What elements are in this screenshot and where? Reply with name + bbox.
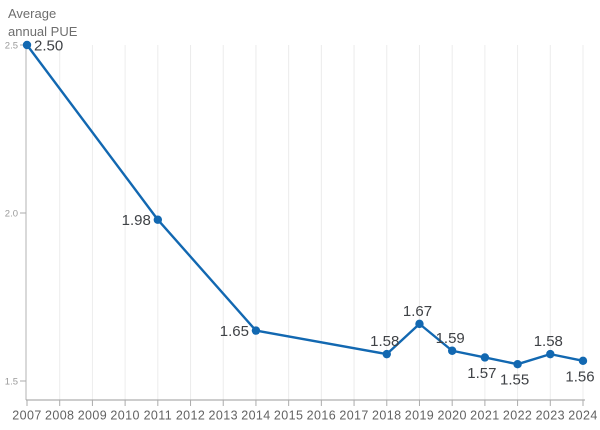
x-tick-label: 2013	[209, 409, 238, 423]
x-tick-label: 2022	[503, 409, 532, 423]
x-tick-label: 2024	[568, 409, 597, 423]
x-tick-label: 2019	[405, 409, 434, 423]
data-point-label: 1.55	[500, 372, 529, 389]
x-tick-label: 2010	[110, 409, 139, 423]
x-tick-label: 2016	[307, 409, 336, 423]
y-tick-label: 2.0	[5, 209, 18, 220]
x-tick-label: 2014	[241, 409, 270, 423]
x-tick-label: 2023	[536, 409, 565, 423]
data-point-label: 1.58	[370, 333, 399, 350]
x-tick-label: 2015	[274, 409, 303, 423]
x-tick-label: 2012	[176, 409, 205, 423]
x-tick-label: 2008	[45, 409, 74, 423]
data-point	[22, 40, 32, 50]
data-point-label: 1.57	[467, 365, 496, 382]
data-point	[513, 360, 522, 369]
chart-title: Average annual PUE	[8, 6, 78, 39]
y-tick-label: 2.5	[5, 41, 18, 52]
data-point	[578, 356, 588, 366]
x-tick-label: 2020	[437, 409, 466, 423]
x-tick-label: 2011	[144, 409, 172, 423]
data-point-label: 2.50	[34, 38, 63, 55]
data-point	[415, 319, 424, 329]
data-point-label: 1.58	[534, 333, 563, 350]
x-tick-label: 2017	[339, 409, 368, 423]
data-point	[153, 215, 163, 224]
pue-line	[25, 43, 585, 366]
x-tick-label: 2007	[12, 409, 41, 423]
data-point	[447, 346, 457, 355]
data-point	[480, 353, 490, 362]
data-point	[382, 349, 391, 359]
data-point-label: 1.56	[565, 368, 594, 385]
x-tick-label: 2021	[470, 409, 499, 423]
data-point-label: 1.59	[436, 330, 465, 347]
data-point	[546, 349, 555, 359]
data-point-label: 1.65	[220, 323, 249, 340]
data-point-label: 1.67	[403, 303, 432, 320]
x-tick-label: 2009	[78, 409, 107, 423]
data-point-label: 1.98	[122, 212, 151, 229]
y-tick-label: 1.5	[5, 377, 18, 388]
x-tick-label: 2018	[372, 409, 401, 423]
data-point	[251, 326, 261, 335]
